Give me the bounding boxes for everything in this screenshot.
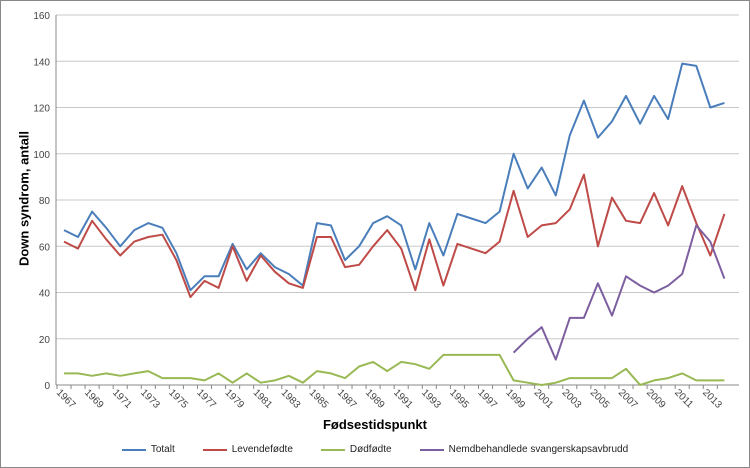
legend-swatch [121, 448, 146, 451]
y-tick-label: 120 [33, 104, 50, 115]
series-line-1 [63, 173, 726, 299]
x-tick-label: 1989 [363, 387, 387, 411]
legend-item-svangerskapsavbrudd: Nemdbehandlede svangerskapsavbrudd [419, 444, 629, 455]
x-tick-label: 2007 [616, 387, 640, 411]
legend-swatch [419, 448, 444, 451]
x-tick-label: 2009 [644, 387, 668, 411]
legend-label: Dødfødte [349, 444, 392, 455]
x-tick-label: 1973 [138, 387, 162, 411]
x-tick-label: 1971 [110, 387, 134, 411]
x-tick-label: 1985 [307, 387, 331, 411]
x-axis-title: Fødsestidspunkt [322, 417, 427, 432]
legend-item-totalt: Totalt [121, 444, 175, 455]
legend-swatch [202, 448, 227, 451]
legend-label: Totalt [150, 444, 175, 455]
series-line-0 [63, 62, 725, 292]
x-tick-label: 1999 [503, 387, 527, 411]
x-tick-label: 1991 [391, 387, 415, 411]
legend-label: Levendefødte [231, 444, 293, 455]
x-tick-label: 2013 [700, 387, 724, 411]
x-tick-label: 1983 [279, 387, 303, 411]
x-tick-label: 2011 [672, 387, 695, 410]
x-tick-label: 2005 [588, 387, 612, 411]
x-tick-label: 2001 [532, 387, 556, 411]
y-tick-label: 80 [39, 196, 51, 207]
x-tick-label: 1977 [194, 387, 218, 411]
y-tick-label: 100 [33, 150, 50, 161]
y-tick-label: 40 [39, 289, 51, 300]
x-tick-label: 1993 [419, 387, 443, 411]
series-line-2 [64, 353, 725, 386]
y-tick-label: 0 [44, 381, 50, 392]
legend-item-dodfodte: Dødfødte [320, 444, 392, 455]
y-tick-label: 160 [33, 11, 50, 22]
series-line-3 [512, 224, 726, 361]
x-tick-label: 1997 [475, 387, 499, 411]
y-axis-title: Down syndrom, antall [16, 130, 32, 267]
x-tick-label: 1995 [447, 387, 471, 411]
x-tick-label: 1969 [82, 387, 106, 411]
x-tick-label: 1987 [335, 387, 359, 411]
y-tick-label: 60 [39, 242, 51, 253]
legend-label: Nemdbehandlede svangerskapsavbrudd [448, 444, 629, 455]
y-tick-label: 140 [33, 57, 50, 68]
y-tick-label: 20 [39, 335, 51, 346]
x-tick-label: 1981 [251, 387, 275, 411]
legend-item-levendefodte: Levendefødte [202, 444, 293, 455]
legend-swatch [320, 448, 345, 451]
x-tick-label: 2003 [560, 387, 584, 411]
x-tick-label: 1975 [166, 387, 190, 411]
x-tick-label: 1967 [54, 387, 78, 411]
x-tick-label: 1979 [222, 387, 246, 411]
legend: Totalt Levendefødte Dødfødte Nemdbehandl… [1, 444, 749, 455]
